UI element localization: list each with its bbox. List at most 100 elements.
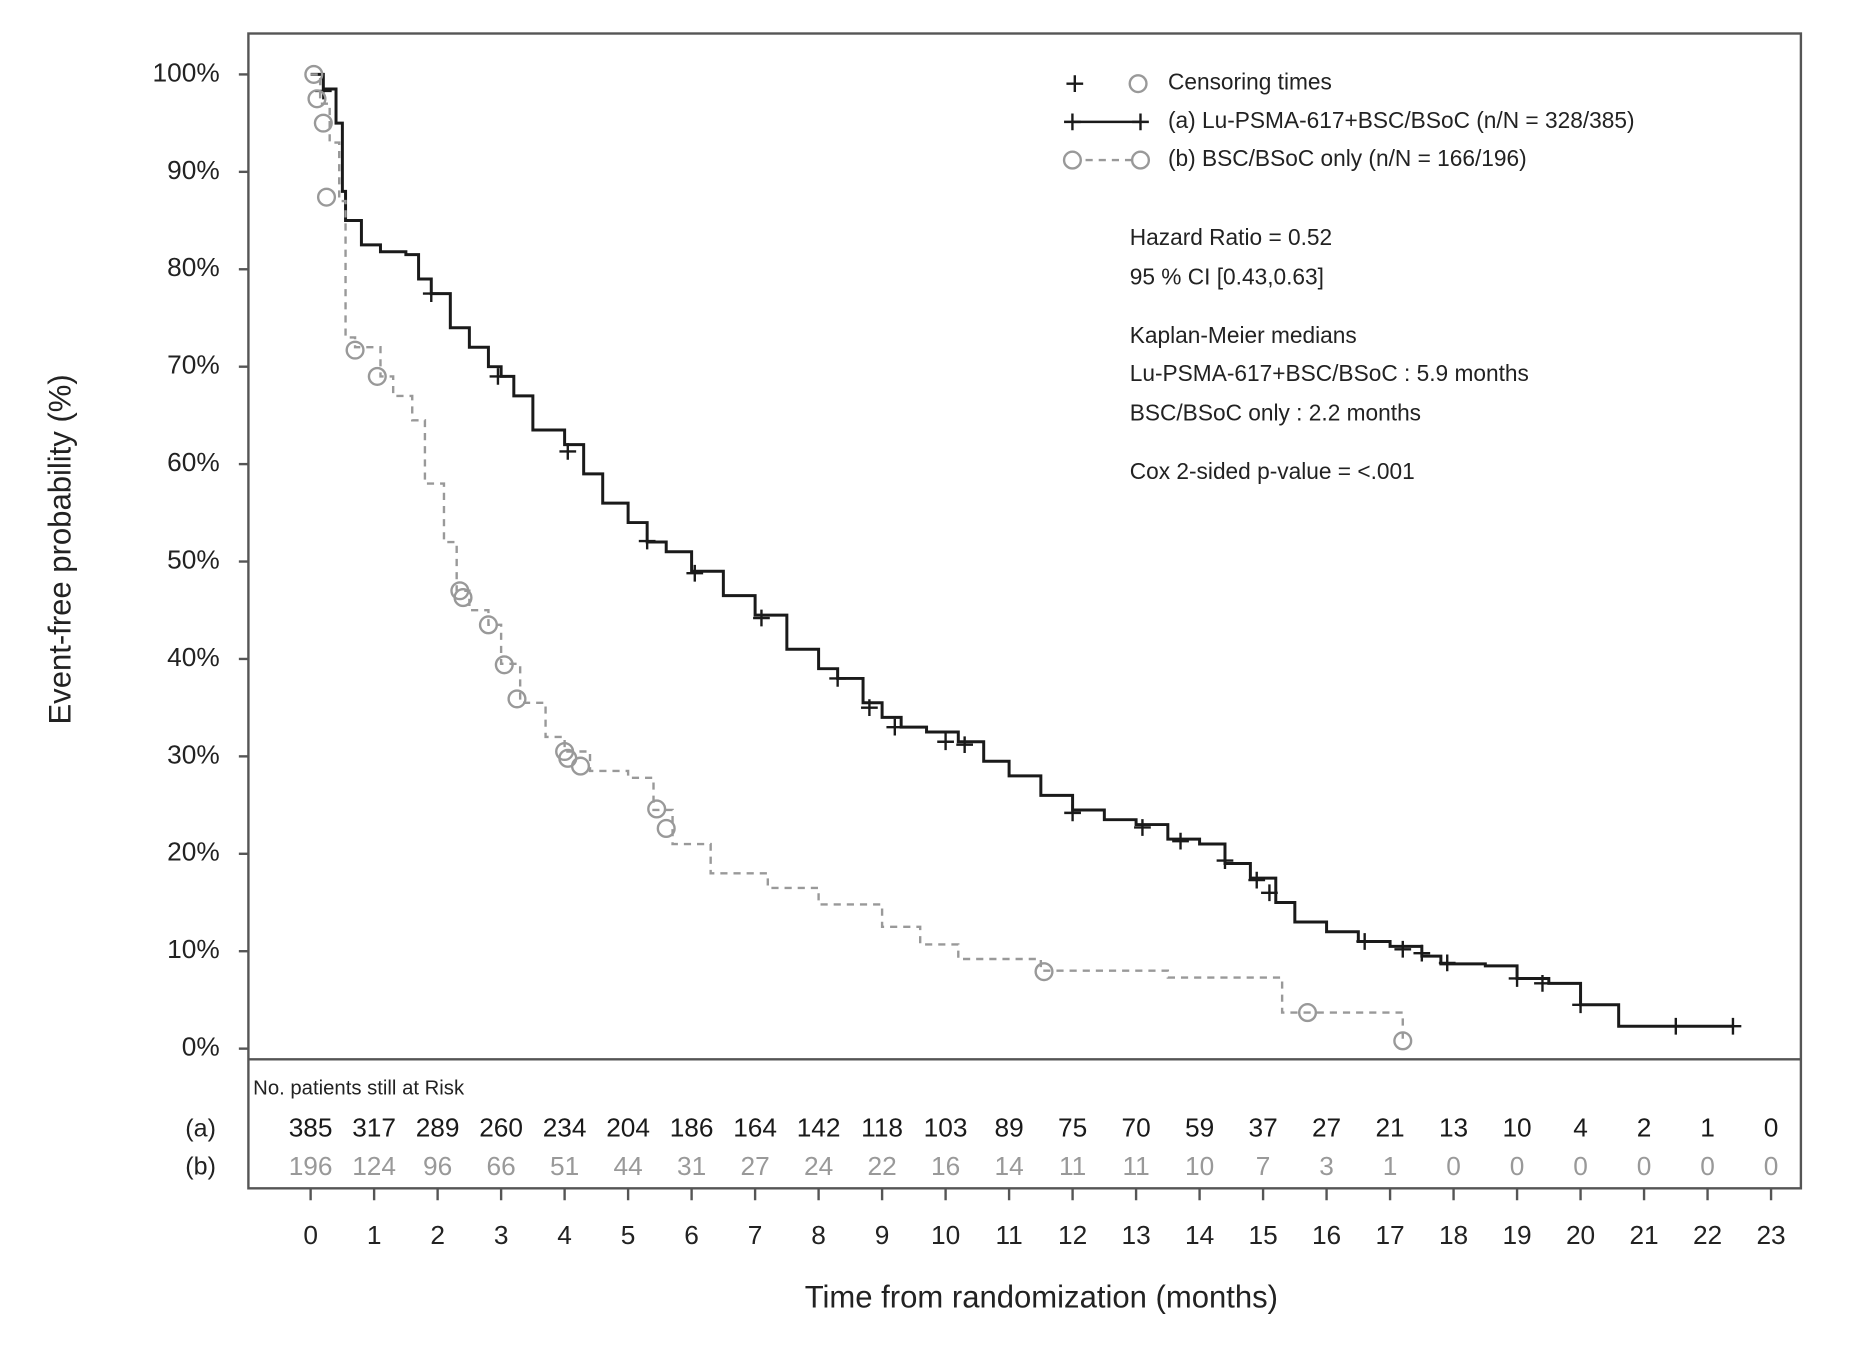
risk-count: 59 — [1185, 1113, 1214, 1143]
censor-mark — [937, 733, 954, 751]
risk-count: 196 — [289, 1151, 333, 1181]
legend-symbol — [1064, 113, 1081, 131]
censor-mark — [638, 532, 656, 550]
annotation: Lu-PSMA-617+BSC/BSoC : 5.9 months — [1130, 360, 1529, 386]
risk-count: 31 — [677, 1151, 706, 1181]
x-tick-label: 18 — [1439, 1220, 1468, 1250]
risk-count: 289 — [416, 1113, 460, 1143]
legend-symbol — [1128, 74, 1148, 94]
risk-count: 204 — [606, 1113, 650, 1143]
censor-mark — [313, 113, 333, 133]
censor-mark — [1216, 852, 1234, 869]
x-tick-label: 17 — [1375, 1220, 1404, 1250]
censor-mark — [861, 699, 878, 717]
legend-label: (a) Lu-PSMA-617+BSC/BSoC (n/N = 328/385) — [1168, 107, 1635, 133]
risk-count: 14 — [994, 1151, 1023, 1181]
risk-count: 51 — [550, 1151, 579, 1181]
risk-count: 89 — [994, 1113, 1023, 1143]
censor-mark — [829, 670, 847, 687]
annotation: Kaplan-Meier medians — [1130, 322, 1357, 348]
x-tick-label: 12 — [1058, 1220, 1087, 1250]
censor-mark — [1438, 954, 1456, 972]
censor-mark — [570, 756, 591, 776]
risk-count: 10 — [1502, 1113, 1531, 1143]
risk-count: 0 — [1637, 1151, 1652, 1181]
x-tick-label: 9 — [875, 1220, 890, 1250]
legend-label: (b) BSC/BSoC only (n/N = 166/196) — [1168, 145, 1527, 171]
x-tick-label: 13 — [1121, 1220, 1150, 1250]
legend-symbol — [1066, 75, 1084, 93]
censor-mark — [656, 818, 676, 839]
x-tick-label: 0 — [303, 1220, 318, 1250]
censor-mark — [886, 718, 904, 736]
risk-row-label: (a) — [185, 1114, 216, 1142]
risk-count: 13 — [1439, 1113, 1468, 1143]
censor-mark — [1261, 884, 1278, 902]
legend-symbol — [1062, 150, 1082, 170]
x-tick-label: 4 — [557, 1220, 572, 1250]
censor-mark — [307, 89, 327, 109]
risk-count: 124 — [352, 1151, 396, 1181]
censor-mark — [1393, 1031, 1413, 1051]
risk-count: 96 — [423, 1151, 452, 1181]
x-tick-label: 14 — [1185, 1220, 1214, 1250]
censor-mark — [686, 564, 704, 582]
risk-count: 317 — [352, 1113, 396, 1143]
censor-mark — [367, 366, 387, 386]
censor-mark — [1508, 970, 1526, 987]
legend-symbol — [1130, 150, 1151, 170]
risk-count: 186 — [670, 1113, 714, 1143]
risk-count: 27 — [740, 1151, 769, 1181]
censor-mark — [1134, 819, 1151, 836]
risk-count: 103 — [924, 1113, 968, 1143]
censor-mark — [1724, 1017, 1742, 1035]
censor-mark — [345, 340, 365, 360]
censor-mark — [507, 689, 527, 709]
censor-mark — [1572, 996, 1589, 1014]
y-tick-label: 0% — [182, 1032, 220, 1062]
censor-mark — [1297, 1003, 1318, 1023]
risk-count: 2 — [1637, 1113, 1652, 1143]
risk-count: 44 — [614, 1151, 643, 1181]
x-tick-label: 22 — [1693, 1220, 1722, 1250]
censor-mark — [647, 799, 667, 819]
x-tick-label: 8 — [811, 1220, 826, 1250]
risk-count: 37 — [1248, 1113, 1277, 1143]
y-tick-label: 90% — [167, 155, 220, 185]
risk-count: 70 — [1121, 1113, 1150, 1143]
legend-symbol — [1132, 113, 1149, 131]
legend-label: Censoring times — [1168, 69, 1332, 95]
annotation: BSC/BSoC only : 2.2 months — [1130, 399, 1421, 425]
censor-mark — [1534, 974, 1551, 992]
risk-count: 7 — [1256, 1151, 1271, 1181]
annotation: 95 % CI [0.43,0.63] — [1130, 263, 1324, 289]
x-tick-label: 6 — [684, 1220, 699, 1250]
censor-mark — [489, 368, 507, 385]
y-tick-label: 80% — [167, 252, 220, 282]
y-tick-label: 50% — [167, 544, 220, 574]
risk-count: 164 — [733, 1113, 777, 1143]
censor-mark — [304, 64, 324, 84]
censor-mark — [1172, 832, 1189, 850]
risk-count: 1 — [1700, 1113, 1715, 1143]
y-tick-label: 60% — [167, 447, 220, 477]
risk-count: 0 — [1700, 1151, 1715, 1181]
y-axis-label: Event-free probability (%) — [42, 374, 77, 724]
risk-count: 260 — [479, 1113, 523, 1143]
x-tick-label: 19 — [1502, 1220, 1531, 1250]
risk-count: 118 — [861, 1113, 903, 1143]
censor-mark — [1394, 940, 1412, 958]
x-tick-label: 11 — [995, 1220, 1022, 1250]
censor-mark — [453, 588, 473, 608]
risk-count: 24 — [804, 1151, 833, 1181]
censor-mark — [753, 609, 770, 627]
censor-mark — [316, 187, 337, 207]
risk-count: 75 — [1058, 1113, 1087, 1143]
censor-mark — [494, 655, 514, 675]
risk-count: 385 — [289, 1113, 333, 1143]
risk-count: 0 — [1573, 1151, 1588, 1181]
risk-count: 0 — [1764, 1151, 1779, 1181]
annotation: Hazard Ratio = 0.52 — [1130, 224, 1332, 250]
y-tick-label: 20% — [167, 837, 220, 867]
risk-count: 0 — [1446, 1151, 1461, 1181]
